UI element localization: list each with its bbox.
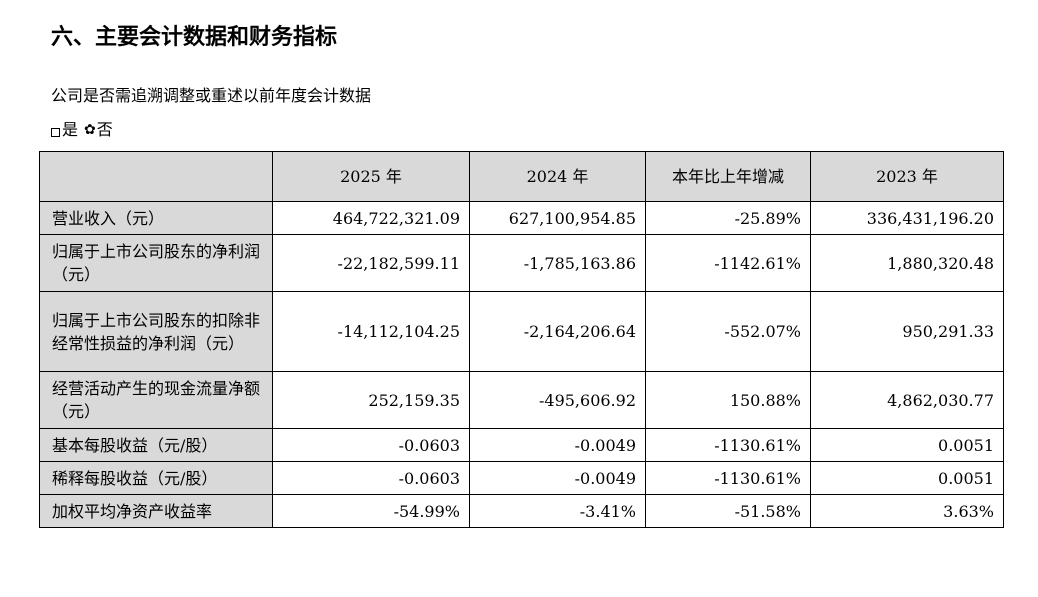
row-label: 归属于上市公司股东的扣除非经常性损益的净利润（元）	[39, 291, 273, 372]
cell-value: -25.89%	[645, 201, 811, 235]
header-corner	[39, 151, 273, 202]
option-yes-label: 是	[62, 120, 79, 139]
cell-value: 464,722,321.09	[272, 201, 470, 235]
row-label: 稀释每股收益（元/股）	[39, 461, 273, 495]
cell-value: -0.0049	[469, 428, 646, 462]
row-label: 加权平均净资产收益率	[39, 494, 273, 528]
checkbox-empty-icon	[51, 127, 60, 137]
cell-value: 627,100,954.85	[469, 201, 646, 235]
header-2024: 2024 年	[469, 151, 646, 202]
header-2023: 2023 年	[810, 151, 1004, 202]
table-row: 营业收入（元） 464,722,321.09 627,100,954.85 -2…	[39, 201, 1004, 235]
cell-value: 150.88%	[645, 371, 811, 429]
cell-value: -14,112,104.25	[272, 291, 470, 372]
table-row: 经营活动产生的现金流量净额（元） 252,159.35 -495,606.92 …	[39, 371, 1004, 429]
row-label: 经营活动产生的现金流量净额（元）	[39, 371, 273, 429]
cell-value: 1,880,320.48	[810, 234, 1004, 292]
row-label: 归属于上市公司股东的净利润（元）	[39, 234, 273, 292]
table-row: 归属于上市公司股东的净利润（元） -22,182,599.11 -1,785,1…	[39, 234, 1004, 292]
cell-value: -0.0603	[272, 428, 470, 462]
cell-value: 252,159.35	[272, 371, 470, 429]
cell-value: 4,862,030.77	[810, 371, 1004, 429]
cell-value: -54.99%	[272, 494, 470, 528]
cell-value: 336,431,196.20	[810, 201, 1004, 235]
table-row: 基本每股收益（元/股） -0.0603 -0.0049 -1130.61% 0.…	[39, 428, 1004, 462]
checked-option-icon: ✿	[84, 122, 96, 138]
cell-value: -51.58%	[645, 494, 811, 528]
table-header-row: 2025 年 2024 年 本年比上年增减 2023 年	[39, 151, 1004, 202]
cell-value: -0.0049	[469, 461, 646, 495]
cell-value: 950,291.33	[810, 291, 1004, 372]
table-row: 加权平均净资产收益率 -54.99% -3.41% -51.58% 3.63%	[39, 494, 1004, 528]
row-label: 基本每股收益（元/股）	[39, 428, 273, 462]
cell-value: -1130.61%	[645, 461, 811, 495]
cell-value: -0.0603	[272, 461, 470, 495]
cell-value: -3.41%	[469, 494, 646, 528]
row-label: 营业收入（元）	[39, 201, 273, 235]
table-row: 归属于上市公司股东的扣除非经常性损益的净利润（元） -14,112,104.25…	[39, 291, 1004, 372]
cell-value: 0.0051	[810, 461, 1004, 495]
header-2025: 2025 年	[272, 151, 470, 202]
cell-value: 3.63%	[810, 494, 1004, 528]
cell-value: -495,606.92	[469, 371, 646, 429]
cell-value: -22,182,599.11	[272, 234, 470, 292]
cell-value: -1142.61%	[645, 234, 811, 292]
option-no-label: 否	[96, 120, 113, 139]
cell-value: -1130.61%	[645, 428, 811, 462]
restatement-question: 公司是否需追溯调整或重述以前年度会计数据	[51, 86, 372, 105]
financial-indicators-table: 2025 年 2024 年 本年比上年增减 2023 年 营业收入（元） 464…	[39, 151, 1004, 528]
cell-value: -552.07%	[645, 291, 811, 372]
cell-value: -1,785,163.86	[469, 234, 646, 292]
restatement-options: 是 ✿ 否	[51, 118, 113, 142]
table-row: 稀释每股收益（元/股） -0.0603 -0.0049 -1130.61% 0.…	[39, 461, 1004, 495]
header-yoy-change: 本年比上年增减	[645, 151, 811, 202]
section-title: 六、主要会计数据和财务指标	[51, 25, 338, 50]
cell-value: 0.0051	[810, 428, 1004, 462]
cell-value: -2,164,206.64	[469, 291, 646, 372]
